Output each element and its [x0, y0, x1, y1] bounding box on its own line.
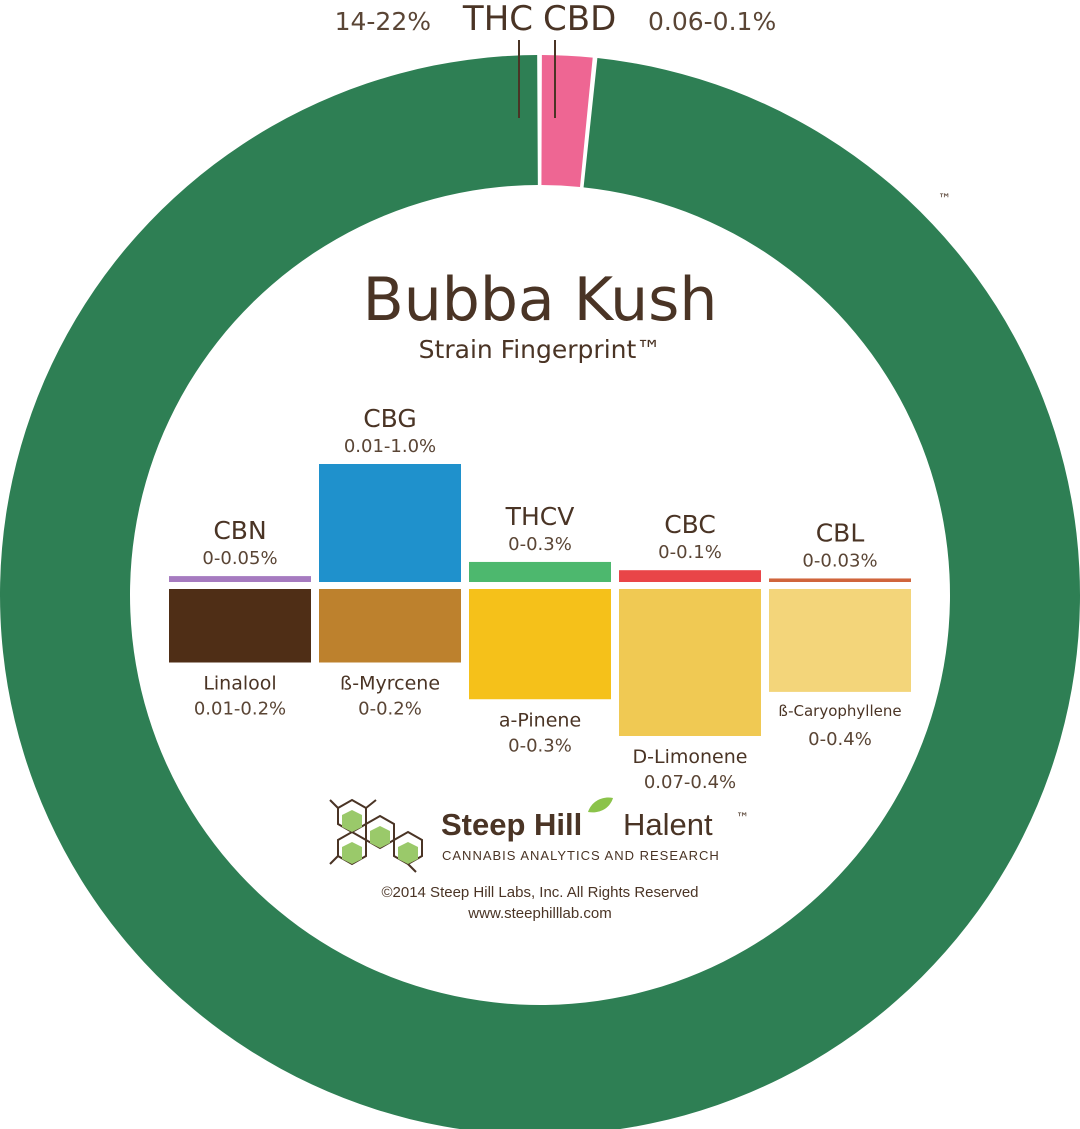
- terpene-name-label: a-Pinene: [499, 709, 581, 731]
- terpene-name-label: Linalool: [203, 673, 276, 695]
- strain-subtitle: Strain Fingerprint™: [419, 335, 662, 364]
- cannabinoid-range-label: 0.01-1.0%: [344, 436, 436, 457]
- copyright-text: ©2014 Steep Hill Labs, Inc. All Rights R…: [381, 884, 698, 901]
- terpene-range-label: 0.01-0.2%: [194, 699, 286, 720]
- cbd-name-label: CBD: [543, 0, 616, 39]
- terpene-bar: [619, 589, 761, 736]
- terpene-bar: [169, 589, 311, 663]
- terpene-name-label: ß-Myrcene: [340, 673, 440, 695]
- cannabinoid-name-label: CBL: [816, 518, 865, 547]
- brand-name-light: Halent: [623, 807, 713, 842]
- hexagon-fill-icon: [342, 810, 418, 864]
- strain-title: Bubba Kush: [363, 265, 718, 335]
- cannabinoid-range-label: 0-0.05%: [202, 548, 277, 569]
- compound-bars: 0-0.05% CBN 0.01-1.0% CBG 0-0.3% THCV 0-0.1% CB…: [169, 404, 911, 793]
- cannabinoid-bar-cbn: [169, 576, 311, 582]
- trademark-mark: ™: [938, 192, 951, 207]
- terpene-bar: [319, 589, 461, 663]
- brand-tm: ™: [736, 811, 749, 826]
- cbd-range-label: 0.06-0.1%: [648, 7, 776, 36]
- cannabinoid-bar-cbl: [769, 578, 911, 582]
- cannabinoid-bar-thcv: [469, 561, 611, 582]
- steep-hill-logo: Steep Hill Halent ™ CANNABIS ANALYTICS A…: [329, 797, 749, 922]
- cannabinoid-range-label: 0-0.03%: [802, 550, 877, 571]
- terpene-name-label: ß-Caryophyllene: [778, 702, 901, 720]
- terpene-bar: [469, 589, 611, 700]
- cannabinoid-bar-cbg: [319, 464, 461, 582]
- cannabinoid-name-label: CBG: [363, 404, 417, 433]
- brand-name-bold: Steep Hill: [441, 807, 582, 842]
- cannabinoid-name-label: CBC: [664, 510, 716, 539]
- terpene-name-label: D-Limonene: [633, 746, 748, 768]
- thc-range-label: 14-22%: [335, 7, 431, 36]
- cannabinoid-range-label: 0-0.3%: [508, 534, 572, 555]
- brand-tagline: CANNABIS ANALYTICS AND RESEARCH: [442, 848, 720, 863]
- cannabinoid-name-label: CBN: [213, 516, 266, 545]
- cannabinoid-name-label: THCV: [505, 502, 575, 531]
- website-url: www.steephilllab.com: [467, 905, 611, 922]
- thc-name-label: THC: [462, 0, 533, 39]
- terpene-bar: [769, 589, 911, 692]
- cannabinoid-range-label: 0-0.1%: [658, 542, 722, 563]
- terpene-range-label: 0.07-0.4%: [644, 772, 736, 793]
- terpene-range-label: 0-0.2%: [358, 699, 422, 720]
- leaf-icon: [588, 797, 613, 813]
- terpene-range-label: 0-0.3%: [508, 735, 572, 756]
- cbd-ring-segment: [541, 55, 593, 187]
- terpene-range-label: 0-0.4%: [808, 729, 872, 750]
- cannabinoid-bar-cbc: [619, 570, 761, 582]
